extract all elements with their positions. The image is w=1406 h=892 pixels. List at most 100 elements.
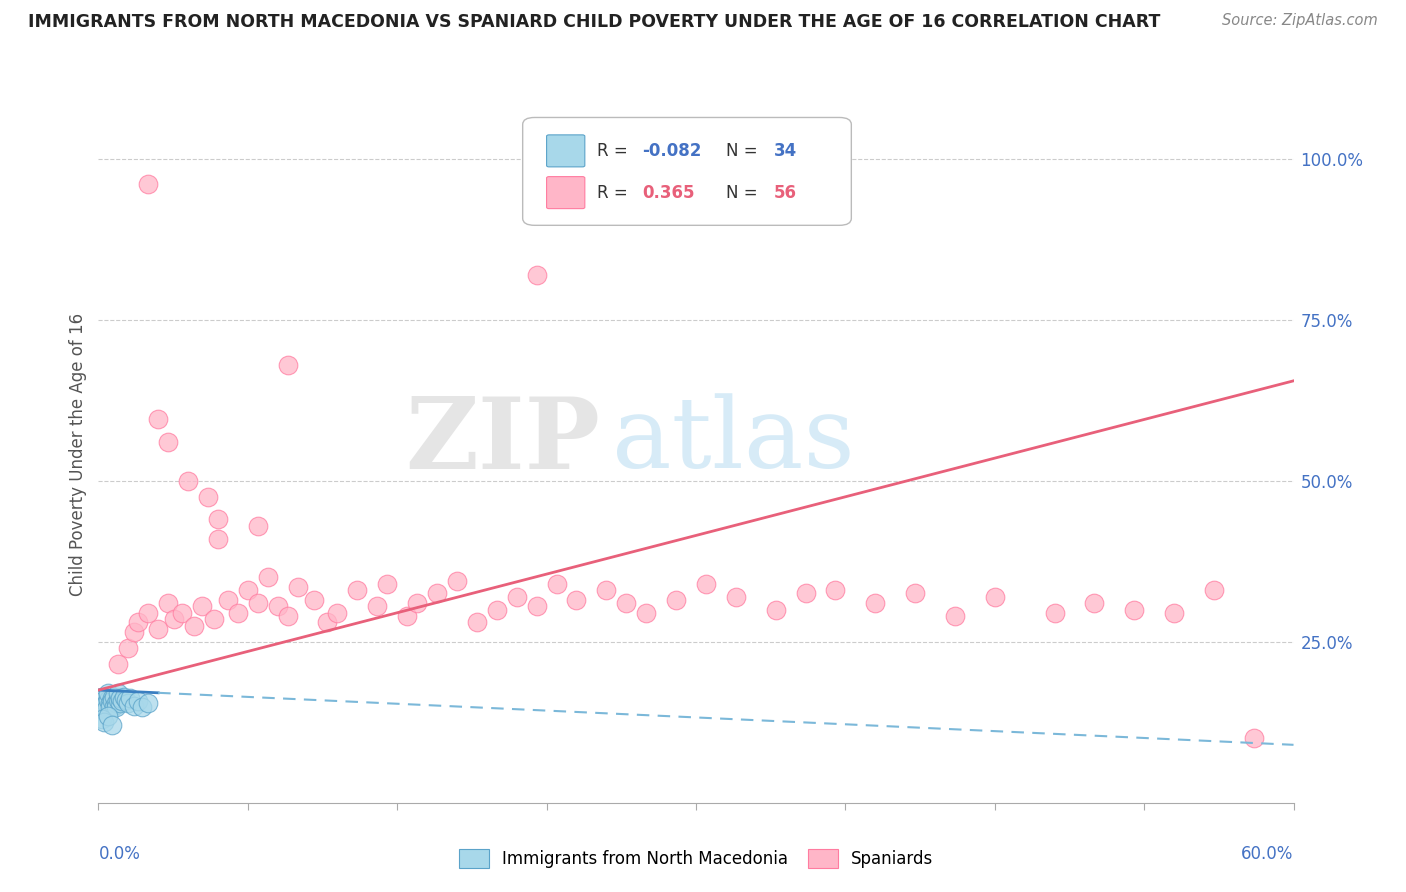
Point [120, 691, 142, 706]
Point [246, 518, 269, 533]
Point [406, 596, 429, 610]
Point [136, 696, 159, 710]
Point [267, 599, 290, 614]
Point [91, 712, 114, 726]
Point [246, 596, 269, 610]
Point [97, 692, 120, 706]
Point [124, 625, 146, 640]
Point [136, 178, 159, 192]
Point [177, 474, 200, 488]
Y-axis label: Child Poverty Under the Age of 16: Child Poverty Under the Age of 16 [69, 313, 87, 597]
Point [1043, 606, 1066, 620]
Point [375, 576, 398, 591]
Point [565, 592, 588, 607]
Point [226, 606, 249, 620]
FancyBboxPatch shape [547, 135, 585, 167]
Point [110, 691, 132, 706]
Point [93, 715, 115, 730]
Point [112, 690, 135, 704]
Point [1202, 583, 1225, 598]
Point [91, 702, 114, 716]
Point [904, 586, 927, 600]
Point [316, 615, 339, 630]
Text: atlas: atlas [613, 393, 855, 489]
Point [101, 691, 124, 706]
FancyBboxPatch shape [523, 118, 852, 226]
Point [526, 268, 548, 282]
Point [326, 606, 349, 620]
Point [111, 694, 134, 708]
Point [101, 694, 124, 708]
Text: N =: N = [725, 184, 762, 202]
Point [148, 412, 170, 426]
Point [765, 602, 787, 616]
Point [695, 576, 717, 591]
Point [157, 435, 180, 450]
Point [1123, 602, 1146, 616]
Point [396, 609, 419, 624]
Point [217, 592, 239, 607]
Point [191, 599, 214, 614]
Point [107, 686, 129, 700]
Point [614, 596, 637, 610]
Point [97, 686, 120, 700]
Text: 0.0%: 0.0% [98, 845, 141, 863]
Point [665, 592, 688, 607]
Point [302, 592, 325, 607]
Point [277, 609, 299, 624]
Point [105, 696, 128, 710]
Point [117, 641, 139, 656]
Point [197, 490, 219, 504]
Point [943, 609, 966, 624]
Point [110, 696, 132, 710]
Legend: Immigrants from North Macedonia, Spaniards: Immigrants from North Macedonia, Spaniar… [451, 842, 941, 874]
Point [426, 586, 449, 600]
Point [824, 583, 846, 598]
FancyBboxPatch shape [547, 177, 585, 209]
Point [863, 596, 887, 610]
Point [1243, 731, 1265, 746]
Point [724, 590, 747, 604]
Point [93, 692, 115, 706]
Point [1163, 606, 1185, 620]
Text: N =: N = [725, 142, 762, 160]
Text: IMMIGRANTS FROM NORTH MACEDONIA VS SPANIARD CHILD POVERTY UNDER THE AGE OF 16 CO: IMMIGRANTS FROM NORTH MACEDONIA VS SPANI… [28, 13, 1160, 31]
Point [207, 512, 229, 526]
Point [984, 590, 1007, 604]
Point [103, 699, 125, 714]
Text: ZIP: ZIP [405, 392, 600, 490]
Point [127, 694, 149, 708]
Point [485, 602, 508, 616]
Point [148, 622, 170, 636]
Point [157, 596, 180, 610]
Point [107, 692, 129, 706]
Point [346, 583, 368, 598]
Point [207, 532, 229, 546]
Point [366, 599, 388, 614]
Point [1083, 596, 1105, 610]
Point [506, 590, 529, 604]
Point [127, 615, 149, 630]
Text: Source: ZipAtlas.com: Source: ZipAtlas.com [1222, 13, 1378, 29]
Text: R =: R = [596, 184, 633, 202]
Point [256, 570, 278, 584]
Point [107, 657, 129, 672]
Point [93, 699, 115, 714]
Point [115, 692, 138, 706]
Text: 56: 56 [773, 184, 797, 202]
Point [103, 690, 125, 704]
Point [636, 606, 658, 620]
Point [277, 358, 299, 372]
Point [117, 696, 139, 710]
Point [101, 718, 124, 732]
Point [100, 696, 122, 710]
Point [96, 702, 118, 716]
Point [100, 700, 122, 714]
Point [465, 615, 488, 630]
Point [183, 618, 205, 632]
Point [136, 606, 159, 620]
Point [236, 583, 259, 598]
Point [131, 700, 153, 714]
Point [546, 576, 568, 591]
Point [89, 696, 111, 710]
